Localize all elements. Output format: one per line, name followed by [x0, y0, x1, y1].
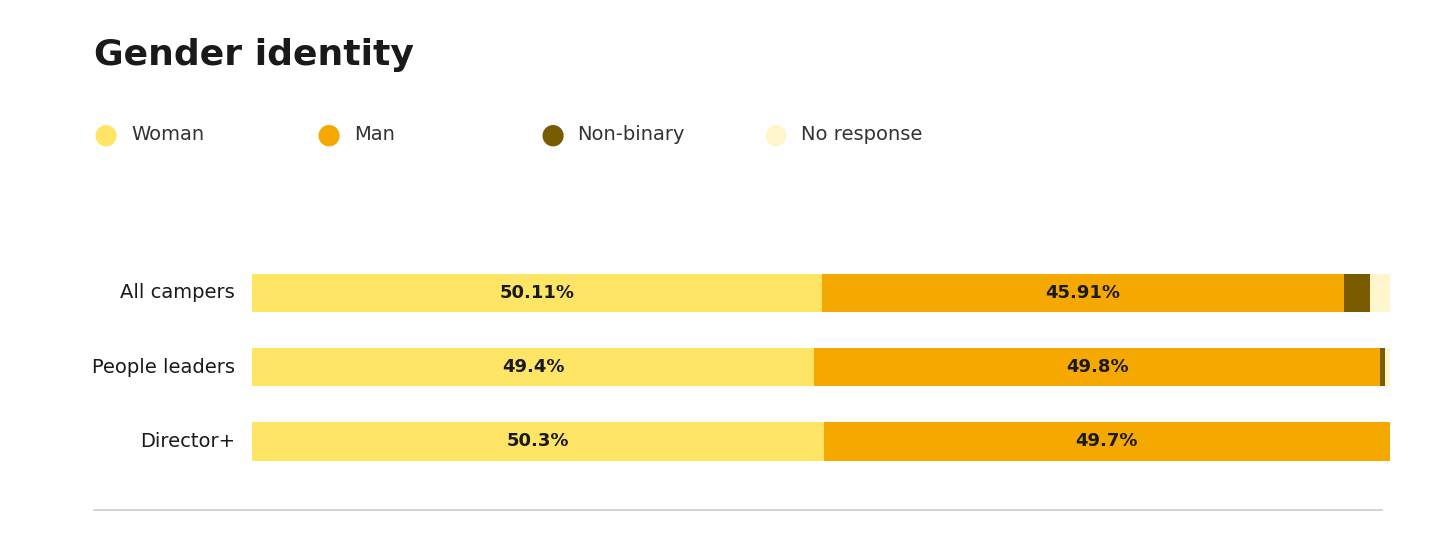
- Bar: [1385, 348, 1390, 386]
- Text: Director+: Director+: [140, 432, 235, 451]
- Text: 50.3%: 50.3%: [507, 432, 569, 450]
- Text: All campers: All campers: [120, 283, 235, 302]
- Text: 49.7%: 49.7%: [1076, 432, 1138, 450]
- Bar: [1345, 273, 1371, 312]
- Text: ●: ●: [317, 120, 341, 149]
- Text: 49.8%: 49.8%: [1066, 358, 1129, 376]
- Text: ●: ●: [763, 120, 788, 149]
- Text: Non-binary: Non-binary: [577, 125, 685, 144]
- Bar: [814, 348, 1381, 386]
- Text: Man: Man: [354, 125, 395, 144]
- Text: No response: No response: [801, 125, 922, 144]
- Text: ●: ●: [540, 120, 564, 149]
- Text: 49.4%: 49.4%: [501, 358, 564, 376]
- Bar: [252, 348, 814, 386]
- Bar: [252, 273, 822, 312]
- Bar: [1371, 273, 1390, 312]
- Text: ●: ●: [94, 120, 118, 149]
- Text: People leaders: People leaders: [92, 358, 235, 376]
- Text: 45.91%: 45.91%: [1045, 284, 1120, 302]
- Text: Woman: Woman: [131, 125, 204, 144]
- Bar: [252, 422, 824, 461]
- Text: Gender identity: Gender identity: [94, 38, 413, 72]
- Bar: [1381, 348, 1385, 386]
- Text: 50.11%: 50.11%: [500, 284, 575, 302]
- Bar: [824, 422, 1390, 461]
- Bar: [822, 273, 1345, 312]
